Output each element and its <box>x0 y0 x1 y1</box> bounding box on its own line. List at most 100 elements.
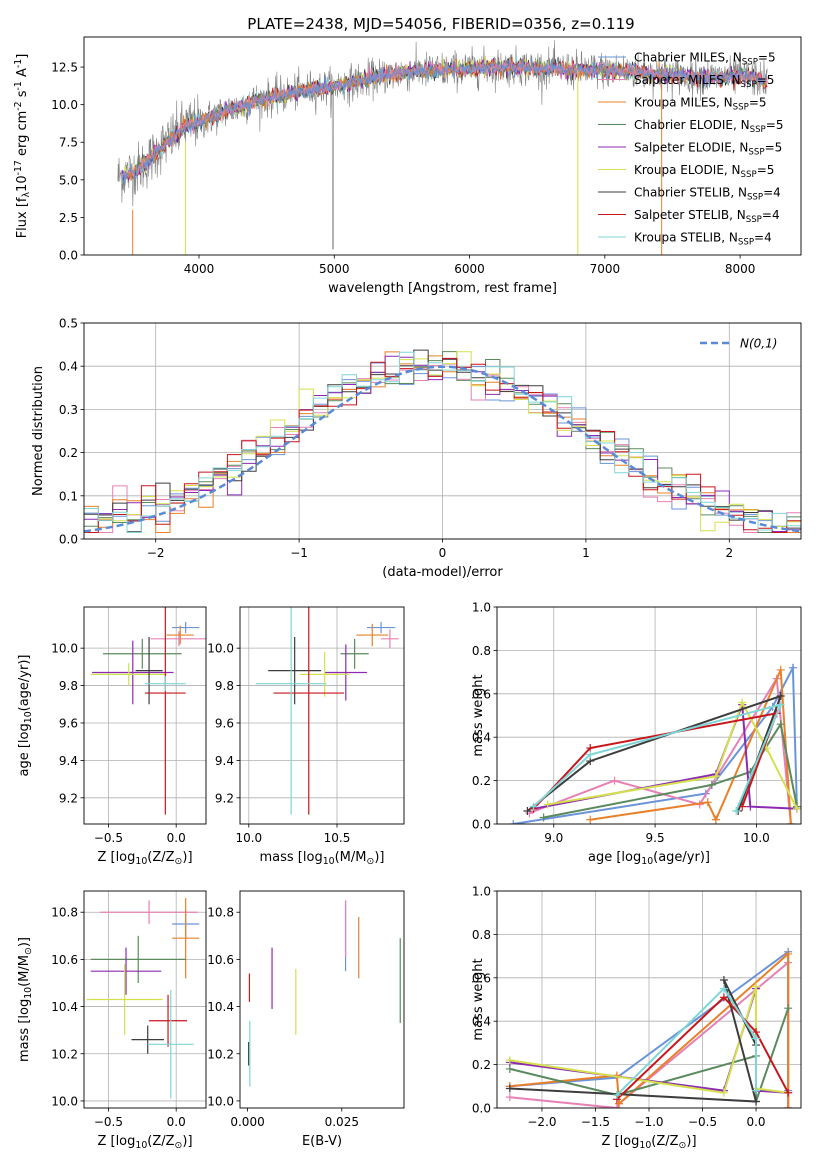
x-axis-label: Z [log10(Z/Z⊙)] <box>601 1134 696 1151</box>
y-tick-label: 10.0 <box>51 98 78 112</box>
weight-marker <box>615 1099 624 1108</box>
x-tick-label: −1.5 <box>581 1115 610 1129</box>
spectrum-legend: Chabrier MILES, NSSP=5 Salpeter MILES, NS… <box>598 51 783 248</box>
y-tick-label: 0.4 <box>59 360 78 374</box>
weight-marker <box>788 663 797 672</box>
weight-marker <box>529 802 538 811</box>
weight-marker <box>784 1088 793 1097</box>
y-tick-label: 9.8 <box>215 679 234 693</box>
legend-label: Salpeter ELODIE, NSSP=5 <box>634 141 782 158</box>
y-tick-label: 0.8 <box>472 928 491 942</box>
plot-weight-vs-age <box>509 663 801 824</box>
axes-frame <box>83 36 802 256</box>
y-tick-label: 0.2 <box>59 446 78 460</box>
weight-marker <box>792 804 801 813</box>
x-axis-label: mass [log10(M/M⊙)] <box>260 850 385 867</box>
x-tick-label: −0.5 <box>94 1115 123 1129</box>
axes-frame <box>496 890 802 1109</box>
legend-label: Salpeter STELIB, NSSP=4 <box>634 208 780 225</box>
x-tick-label: 7000 <box>590 262 621 276</box>
weight-marker <box>505 1084 514 1093</box>
axes-frame <box>239 890 405 1109</box>
y-tick-label: 9.6 <box>215 716 234 730</box>
weight-marker <box>776 691 785 700</box>
weight-marker <box>776 665 785 674</box>
y-tick-label: 0.6 <box>472 687 491 701</box>
x-tick-label: 0.000 <box>230 1115 264 1129</box>
y-tick-label: 10.8 <box>51 906 78 920</box>
y-tick-label: 0.4 <box>472 1015 491 1029</box>
x-tick-label: 2 <box>725 546 733 560</box>
y-tick-label: 10.0 <box>51 642 78 656</box>
figure-title: PLATE=2438, MJD=54056, FIBERID=0356, z=0… <box>247 15 634 33</box>
weight-marker <box>711 772 720 781</box>
y-axis-label: age [log10(age/yr)] <box>17 655 34 777</box>
x-tick-label: 10.5 <box>324 831 351 845</box>
legend-label: Kroupa STELIB, NSSP=4 <box>634 231 772 248</box>
weight-marker <box>784 1104 793 1108</box>
panel-weight-vs-Z: −2.0 −1.5 −1.0 −0.5 0.0 0.0 0.2 0.4 0.6 0.8 1.0 Z [… <box>471 885 802 1151</box>
x-tick-label: 0.0 <box>167 1115 186 1129</box>
y-tick-label: 0.2 <box>472 774 491 788</box>
y-tick-label: 9.4 <box>215 754 234 768</box>
legend-label: Chabrier ELODIE, NSSP=5 <box>634 118 783 135</box>
weight-line-kroupa-stelib <box>616 987 757 1096</box>
x-axis-label: wavelength [Angstrom, rest frame] <box>328 281 557 296</box>
plot-mass-vs-EBV <box>248 900 401 1087</box>
x-axis-label: E(B-V) <box>302 1134 342 1149</box>
plot-age-vs-Z <box>90 607 206 815</box>
weight-marker <box>612 1104 621 1108</box>
plot-mass-vs-Z <box>86 898 200 1099</box>
weight-marker <box>719 993 728 1002</box>
y-tick-label: 9.2 <box>59 791 78 805</box>
y-tick-label: 0.0 <box>59 533 78 547</box>
y-axis-label: mass weight <box>471 674 486 756</box>
x-tick-label: 0 <box>439 546 447 560</box>
legend-label: Kroupa ELODIE, NSSP=5 <box>634 163 774 180</box>
weight-marker <box>719 984 728 993</box>
x-tick-label: 6000 <box>454 262 485 276</box>
x-tick-label: −2.0 <box>527 1115 556 1129</box>
y-tick-label: 10.2 <box>51 1047 78 1061</box>
y-tick-label: 10.4 <box>51 1000 78 1014</box>
grid-age-vs-mass <box>240 607 404 824</box>
y-axis-label: mass [log10(M/M⊙)] <box>17 937 34 1062</box>
legend-label: Kroupa MILES, NSSP=5 <box>634 96 767 113</box>
y-tick-label: 10.0 <box>207 1094 234 1108</box>
x-axis-label: (data-model)/error <box>382 565 503 580</box>
weight-marker <box>586 750 595 759</box>
y-tick-label: 10.2 <box>207 1047 234 1061</box>
weight-marker <box>776 700 785 709</box>
weight-marker <box>719 975 728 984</box>
x-tick-label: 0.0 <box>746 1115 765 1129</box>
y-tick-label: 2.5 <box>59 211 78 225</box>
y-tick-label: 0.8 <box>472 644 491 658</box>
axes-frame <box>496 606 802 825</box>
histogram-salpeter-stelib <box>84 357 801 539</box>
y-tick-label: 0.0 <box>472 818 491 832</box>
x-tick-label: −1 <box>290 546 308 560</box>
weight-marker <box>746 802 755 811</box>
x-tick-label: −0.5 <box>94 831 123 845</box>
plot-spectrum <box>117 40 768 255</box>
y-tick-label: 9.4 <box>59 754 78 768</box>
weight-marker <box>505 1093 514 1102</box>
y-tick-label: 10.0 <box>51 1094 78 1108</box>
y-tick-label: 0.0 <box>472 1102 491 1116</box>
panel-spectrum: 4000 5000 6000 7000 8000 0.0 2.5 5.0 7.5 10.0 12.5… <box>13 36 802 296</box>
weight-marker <box>732 806 741 815</box>
x-tick-label: 10.0 <box>235 831 262 845</box>
weight-marker <box>784 949 793 958</box>
plot-weight-vs-Z <box>505 947 793 1108</box>
x-tick-label: 9.5 <box>646 831 665 845</box>
gaussian-curve <box>84 365 801 533</box>
weight-marker <box>752 1086 761 1095</box>
x-tick-label: 8000 <box>725 262 756 276</box>
y-axis-label: Normed distribution <box>31 366 46 496</box>
legend-label: Chabrier MILES, NSSP=5 <box>634 51 776 68</box>
weight-marker <box>543 800 552 809</box>
y-tick-label: 12.5 <box>51 61 78 75</box>
y-tick-label: 10.0 <box>207 642 234 656</box>
x-axis-label: age [log10(age/yr)] <box>588 850 710 867</box>
